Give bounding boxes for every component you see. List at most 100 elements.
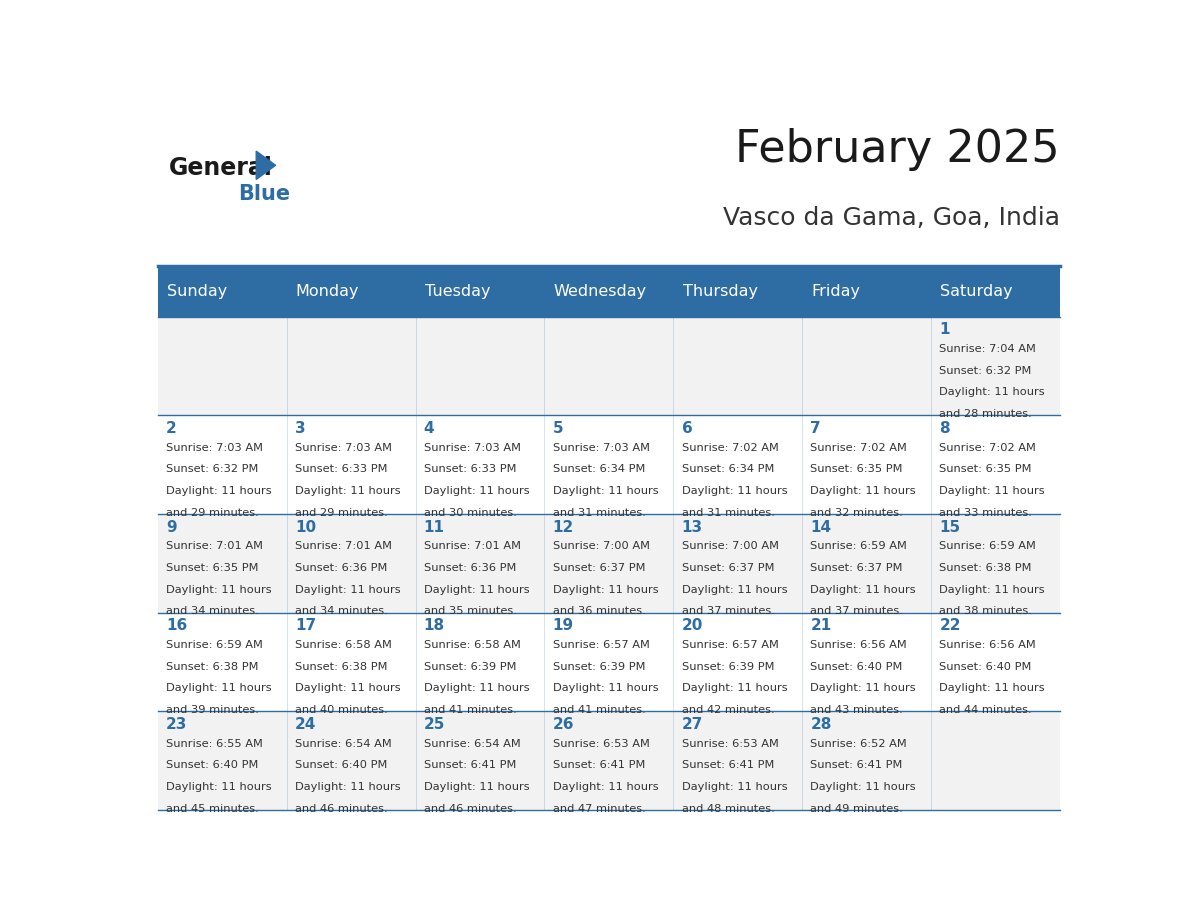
Text: 25: 25 — [424, 717, 446, 732]
FancyBboxPatch shape — [544, 317, 674, 415]
Text: 27: 27 — [682, 717, 703, 732]
Text: Sunrise: 7:01 AM: Sunrise: 7:01 AM — [424, 542, 520, 552]
Text: Daylight: 11 hours: Daylight: 11 hours — [682, 782, 788, 792]
Text: 5: 5 — [552, 420, 563, 436]
Text: Sunset: 6:37 PM: Sunset: 6:37 PM — [552, 563, 645, 573]
Text: Daylight: 11 hours: Daylight: 11 hours — [424, 683, 530, 693]
Text: Sunset: 6:35 PM: Sunset: 6:35 PM — [166, 563, 259, 573]
Text: Sunrise: 6:53 AM: Sunrise: 6:53 AM — [552, 739, 650, 749]
Text: Daylight: 11 hours: Daylight: 11 hours — [166, 683, 272, 693]
FancyBboxPatch shape — [802, 415, 931, 514]
FancyBboxPatch shape — [158, 265, 1060, 317]
Text: Sunrise: 7:04 AM: Sunrise: 7:04 AM — [940, 344, 1036, 354]
Text: and 32 minutes.: and 32 minutes. — [810, 508, 903, 518]
Text: Sunset: 6:33 PM: Sunset: 6:33 PM — [424, 465, 517, 475]
FancyBboxPatch shape — [931, 711, 1060, 810]
Text: 24: 24 — [295, 717, 316, 732]
Text: and 39 minutes.: and 39 minutes. — [166, 705, 259, 715]
Text: Sunset: 6:38 PM: Sunset: 6:38 PM — [940, 563, 1032, 573]
Text: and 37 minutes.: and 37 minutes. — [810, 607, 903, 616]
Text: Daylight: 11 hours: Daylight: 11 hours — [424, 585, 530, 595]
Text: Daylight: 11 hours: Daylight: 11 hours — [552, 486, 658, 496]
Text: Sunset: 6:40 PM: Sunset: 6:40 PM — [166, 760, 258, 770]
Text: Sunrise: 7:02 AM: Sunrise: 7:02 AM — [810, 442, 908, 453]
Text: and 30 minutes.: and 30 minutes. — [424, 508, 517, 518]
Text: Sunrise: 6:59 AM: Sunrise: 6:59 AM — [810, 542, 908, 552]
Text: Daylight: 11 hours: Daylight: 11 hours — [295, 782, 400, 792]
Text: and 31 minutes.: and 31 minutes. — [682, 508, 775, 518]
Text: and 41 minutes.: and 41 minutes. — [424, 705, 517, 715]
Text: and 34 minutes.: and 34 minutes. — [166, 607, 259, 616]
Text: General: General — [169, 156, 272, 180]
FancyBboxPatch shape — [416, 612, 544, 711]
FancyBboxPatch shape — [286, 317, 416, 415]
Text: 19: 19 — [552, 618, 574, 633]
Text: Sunrise: 6:59 AM: Sunrise: 6:59 AM — [166, 640, 263, 650]
FancyBboxPatch shape — [674, 317, 802, 415]
Text: Tuesday: Tuesday — [425, 284, 491, 298]
Text: Sunrise: 7:01 AM: Sunrise: 7:01 AM — [295, 542, 392, 552]
Text: and 31 minutes.: and 31 minutes. — [552, 508, 645, 518]
Text: Daylight: 11 hours: Daylight: 11 hours — [166, 486, 272, 496]
Text: Sunset: 6:38 PM: Sunset: 6:38 PM — [295, 662, 387, 672]
FancyBboxPatch shape — [931, 415, 1060, 514]
Text: Saturday: Saturday — [940, 284, 1013, 298]
Text: and 47 minutes.: and 47 minutes. — [552, 804, 645, 813]
Text: 21: 21 — [810, 618, 832, 633]
Text: Daylight: 11 hours: Daylight: 11 hours — [810, 585, 916, 595]
Text: Sunrise: 7:00 AM: Sunrise: 7:00 AM — [682, 542, 778, 552]
Text: Daylight: 11 hours: Daylight: 11 hours — [810, 486, 916, 496]
Text: 12: 12 — [552, 520, 574, 534]
FancyBboxPatch shape — [286, 711, 416, 810]
Text: Sunset: 6:41 PM: Sunset: 6:41 PM — [810, 760, 903, 770]
FancyBboxPatch shape — [158, 317, 286, 415]
FancyBboxPatch shape — [931, 317, 1060, 415]
Text: Wednesday: Wednesday — [554, 284, 646, 298]
Text: and 29 minutes.: and 29 minutes. — [295, 508, 387, 518]
Text: 8: 8 — [940, 420, 950, 436]
Text: 15: 15 — [940, 520, 961, 534]
Text: Daylight: 11 hours: Daylight: 11 hours — [682, 486, 788, 496]
Text: Daylight: 11 hours: Daylight: 11 hours — [940, 585, 1045, 595]
Text: and 29 minutes.: and 29 minutes. — [166, 508, 259, 518]
Text: Friday: Friday — [811, 284, 860, 298]
Text: Sunset: 6:38 PM: Sunset: 6:38 PM — [166, 662, 259, 672]
FancyBboxPatch shape — [674, 415, 802, 514]
Text: 26: 26 — [552, 717, 574, 732]
Text: Monday: Monday — [296, 284, 359, 298]
Polygon shape — [257, 151, 276, 179]
Text: and 46 minutes.: and 46 minutes. — [424, 804, 517, 813]
Text: Sunrise: 6:54 AM: Sunrise: 6:54 AM — [295, 739, 392, 749]
Text: Sunset: 6:34 PM: Sunset: 6:34 PM — [682, 465, 773, 475]
Text: Daylight: 11 hours: Daylight: 11 hours — [295, 486, 400, 496]
Text: Sunrise: 7:00 AM: Sunrise: 7:00 AM — [552, 542, 650, 552]
FancyBboxPatch shape — [416, 317, 544, 415]
Text: Sunset: 6:35 PM: Sunset: 6:35 PM — [940, 465, 1032, 475]
Text: Daylight: 11 hours: Daylight: 11 hours — [295, 683, 400, 693]
Text: Sunset: 6:35 PM: Sunset: 6:35 PM — [810, 465, 903, 475]
Text: Sunset: 6:40 PM: Sunset: 6:40 PM — [810, 662, 903, 672]
Text: Daylight: 11 hours: Daylight: 11 hours — [424, 486, 530, 496]
Text: Sunrise: 6:55 AM: Sunrise: 6:55 AM — [166, 739, 263, 749]
Text: and 33 minutes.: and 33 minutes. — [940, 508, 1032, 518]
Text: Sunset: 6:39 PM: Sunset: 6:39 PM — [424, 662, 517, 672]
Text: and 42 minutes.: and 42 minutes. — [682, 705, 775, 715]
Text: 1: 1 — [940, 322, 950, 337]
Text: 13: 13 — [682, 520, 703, 534]
Text: Sunset: 6:32 PM: Sunset: 6:32 PM — [940, 365, 1031, 375]
FancyBboxPatch shape — [544, 612, 674, 711]
Text: Daylight: 11 hours: Daylight: 11 hours — [940, 387, 1045, 397]
Text: and 36 minutes.: and 36 minutes. — [552, 607, 645, 616]
Text: Daylight: 11 hours: Daylight: 11 hours — [810, 683, 916, 693]
Text: Sunrise: 6:59 AM: Sunrise: 6:59 AM — [940, 542, 1036, 552]
Text: 3: 3 — [295, 420, 305, 436]
Text: Sunrise: 6:52 AM: Sunrise: 6:52 AM — [810, 739, 908, 749]
Text: and 34 minutes.: and 34 minutes. — [295, 607, 387, 616]
Text: and 28 minutes.: and 28 minutes. — [940, 409, 1032, 419]
Text: Sunset: 6:41 PM: Sunset: 6:41 PM — [552, 760, 645, 770]
Text: 22: 22 — [940, 618, 961, 633]
Text: Sunrise: 6:56 AM: Sunrise: 6:56 AM — [940, 640, 1036, 650]
FancyBboxPatch shape — [544, 711, 674, 810]
FancyBboxPatch shape — [286, 415, 416, 514]
Text: Daylight: 11 hours: Daylight: 11 hours — [295, 585, 400, 595]
